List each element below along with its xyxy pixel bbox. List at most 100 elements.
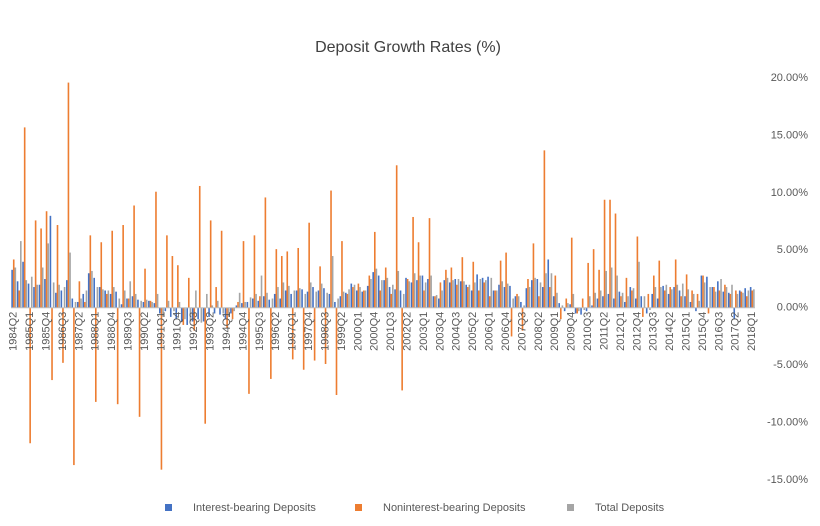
- bar: [255, 293, 257, 308]
- x-tick-label: 2006Q4: [500, 312, 512, 351]
- bar: [252, 298, 254, 308]
- bar: [191, 307, 194, 322]
- bar: [29, 307, 31, 444]
- bar: [572, 293, 575, 308]
- bar: [532, 243, 535, 308]
- bar: [596, 298, 599, 308]
- bar: [186, 307, 188, 325]
- bar: [85, 290, 88, 308]
- bar: [561, 305, 564, 308]
- bar: [38, 284, 41, 308]
- bar: [45, 211, 48, 308]
- bar: [649, 307, 651, 311]
- bar: [470, 290, 473, 308]
- bar: [720, 279, 722, 308]
- x-tick-label: 2002Q2: [402, 312, 414, 351]
- x-tick-label: 2013Q3: [648, 312, 660, 351]
- bar: [678, 290, 681, 308]
- bar: [717, 281, 719, 308]
- bar: [736, 293, 739, 308]
- bar: [173, 307, 175, 312]
- bar: [613, 298, 615, 308]
- x-tick-label: 1987Q2: [73, 312, 85, 351]
- x-tick-label: 1986Q3: [57, 312, 69, 351]
- x-tick-label: 2015Q1: [681, 312, 693, 351]
- bar: [525, 288, 528, 308]
- bar: [554, 275, 557, 308]
- bar: [241, 303, 243, 308]
- bar: [673, 287, 675, 308]
- y-tick-label: 0.00%: [777, 302, 808, 314]
- bar: [669, 287, 672, 308]
- bar: [609, 199, 611, 308]
- bar: [450, 267, 453, 308]
- bar: [271, 298, 274, 308]
- bar: [481, 277, 484, 308]
- bar: [60, 290, 63, 308]
- x-tick-label: 2016Q3: [713, 312, 725, 351]
- bar: [260, 275, 263, 308]
- bar: [189, 307, 192, 322]
- bar: [645, 307, 648, 314]
- bar: [517, 296, 520, 308]
- bar: [598, 269, 600, 308]
- x-tick-label: 2014Q2: [664, 312, 676, 351]
- x-tick-label: 2000Q1: [352, 312, 364, 351]
- bar: [443, 280, 446, 308]
- bar: [235, 305, 238, 308]
- bar: [264, 197, 267, 308]
- y-tick-label: -10.00%: [767, 416, 808, 428]
- bar: [570, 237, 573, 308]
- bar: [479, 279, 482, 308]
- x-tick-label: 2011Q2: [598, 312, 610, 350]
- bar: [419, 275, 421, 308]
- bar: [578, 307, 580, 312]
- bar: [618, 291, 621, 308]
- bar: [295, 290, 298, 308]
- bar: [366, 285, 369, 308]
- bar: [76, 301, 79, 308]
- bar: [293, 290, 296, 308]
- bar: [685, 274, 688, 308]
- bar: [331, 256, 334, 308]
- bar: [257, 300, 260, 308]
- bar: [334, 301, 336, 308]
- bar: [384, 267, 387, 308]
- bar: [328, 293, 331, 308]
- x-tick-label: 2009Q4: [566, 312, 578, 351]
- bar: [638, 261, 640, 308]
- bar: [126, 298, 128, 308]
- bar: [308, 222, 310, 308]
- bar: [724, 284, 726, 308]
- bar: [348, 289, 350, 308]
- bar: [621, 292, 624, 308]
- bar: [416, 280, 418, 308]
- legend-label: Interest-bearing Deposits: [193, 502, 316, 514]
- bar: [643, 296, 646, 308]
- x-tick-label: 1997Q1: [287, 312, 299, 351]
- bar: [587, 262, 589, 308]
- bar: [177, 265, 179, 308]
- bar: [592, 249, 595, 308]
- bar: [452, 280, 454, 308]
- bar: [216, 300, 219, 308]
- bar: [465, 284, 467, 308]
- bar: [266, 292, 268, 308]
- bar: [242, 241, 245, 308]
- bar: [620, 296, 622, 308]
- bar: [599, 290, 602, 308]
- bar: [230, 307, 232, 314]
- x-tick-label: 2003Q1: [418, 312, 430, 351]
- bar: [505, 252, 507, 308]
- bar: [202, 307, 205, 322]
- bar: [198, 185, 201, 308]
- bar: [341, 241, 343, 308]
- bar: [345, 292, 347, 308]
- bar: [603, 199, 606, 308]
- bar: [353, 284, 356, 308]
- bar: [357, 283, 360, 308]
- bar: [193, 307, 196, 331]
- bar: [200, 307, 203, 323]
- bar: [290, 293, 292, 308]
- bar: [355, 290, 358, 308]
